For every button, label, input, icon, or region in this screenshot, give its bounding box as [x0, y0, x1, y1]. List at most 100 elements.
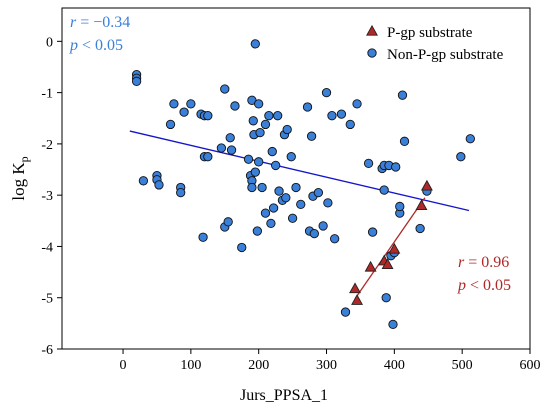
nonpgp-point [203, 152, 213, 162]
nonpgp-point [226, 145, 237, 155]
y-tick-label: -5 [41, 292, 53, 307]
nonpgp-point [154, 180, 164, 190]
nonpgp-point [267, 146, 277, 157]
x-tick-label: 500 [452, 358, 473, 373]
nonpgp-point [176, 187, 186, 198]
nonpgp-point [274, 186, 284, 196]
pgp-point [420, 179, 433, 191]
nonpgp-point [388, 319, 398, 330]
nonpgp-point [363, 158, 374, 169]
nonpgp-point [131, 76, 142, 86]
annotation-nonpgp_r: r = −0.34 [70, 14, 130, 31]
nonpgp-point [230, 101, 240, 111]
nonpgp-point [282, 124, 292, 135]
nonpgp-point [248, 116, 258, 126]
x-tick-label: 600 [520, 358, 541, 373]
nonpgp-point [273, 111, 283, 121]
legend-label-pgp: P-gp substrate [387, 25, 473, 41]
nonpgp-point [254, 99, 264, 109]
legend-marker-nonpgp [367, 48, 377, 58]
nonpgp-point [252, 226, 262, 236]
y-axis-label: log Kp [9, 156, 31, 200]
annotation-pgp_r: r = 0.96 [458, 254, 509, 271]
nonpgp-point [169, 99, 179, 109]
nonpgp-point [220, 84, 230, 94]
x-tick-label: 100 [180, 358, 201, 373]
nonpgp-point [379, 185, 389, 195]
regression-line-pgp [354, 197, 426, 300]
x-tick-label: 300 [316, 358, 337, 373]
legend-marker-pgp [366, 24, 378, 36]
pgp-point [351, 294, 364, 305]
nonpgp-point [327, 111, 337, 121]
nonpgp-point [323, 198, 333, 208]
nonpgp-point [395, 201, 405, 212]
regression-lines [129, 130, 470, 300]
nonpgp-point [313, 187, 324, 198]
y-tick-label: 0 [46, 35, 53, 50]
nonpgp-point [165, 119, 176, 130]
nonpgp-point [281, 193, 291, 203]
nonpgp-point [216, 143, 227, 153]
y-tick-label: -3 [41, 189, 53, 204]
nonpgp-point [186, 99, 196, 109]
nonpgp-point [381, 293, 391, 303]
nonpgp-point [260, 119, 271, 130]
correlation-annotations: r = −0.34 p < 0.05 r = 0.96 p < 0.05 [69, 14, 511, 294]
nonpgp-point [321, 87, 332, 98]
legend: P-gp substrate Non-P-gp substrate [366, 24, 504, 63]
nonpgp-point [296, 199, 306, 210]
x-tick-label: 400 [384, 358, 405, 373]
pgp-point [381, 258, 394, 270]
nonpgp-point [291, 182, 301, 193]
nonpgp-point [247, 182, 257, 193]
pgp-point [415, 199, 428, 211]
nonpgp-point [138, 176, 149, 186]
nonpgp-point [243, 154, 254, 164]
nonpgp-point [318, 221, 328, 231]
annotation-pgp_p: p < 0.05 [457, 277, 511, 294]
nonpgp-point [306, 131, 317, 141]
x-tick-label: 200 [248, 358, 269, 373]
nonpgp-point [340, 307, 351, 317]
nonpgp-point [336, 109, 347, 119]
y-tick-label: -1 [41, 87, 53, 102]
nonpgp-point [352, 99, 362, 109]
nonpgp-point [223, 217, 233, 227]
annotation-nonpgp_p: p < 0.05 [69, 37, 123, 54]
nonpgp-point [225, 133, 235, 143]
nonpgp-point [456, 152, 466, 162]
nonpgp-point [286, 152, 296, 162]
x-axis-label: Jurs_PPSA_1 [240, 387, 328, 404]
nonpgp-point [237, 242, 247, 253]
plot-frame [61, 7, 531, 350]
legend-label-nonpgp: Non-P-gp substrate [387, 47, 504, 63]
nonpgp-point [271, 160, 281, 171]
regression-line-nonpgp [129, 130, 470, 212]
nonpgp-point [309, 228, 319, 239]
nonpgp-point [391, 162, 401, 172]
nonpgp-point [255, 127, 265, 138]
nonpgp-point [266, 218, 276, 229]
nonpgp-point [345, 119, 355, 130]
pgp-point [388, 242, 401, 254]
pgp-point [349, 282, 361, 294]
nonpgp-point [264, 111, 274, 121]
x-tick-label: 0 [120, 358, 127, 373]
y-tick-label: -4 [41, 240, 53, 255]
nonpgp-point [287, 213, 298, 223]
nonpgp-point [254, 157, 264, 167]
nonpgp-point [302, 102, 313, 112]
y-tick-label: -6 [41, 343, 53, 358]
nonpgp-point [250, 167, 260, 177]
nonpgp-point [397, 90, 408, 100]
data-points [131, 39, 475, 330]
nonpgp-point [203, 111, 213, 121]
y-tick-label: -2 [41, 138, 53, 153]
nonpgp-point [250, 39, 260, 49]
nonpgp-point [179, 107, 189, 117]
nonpgp-point [415, 223, 425, 234]
nonpgp-point [330, 234, 340, 244]
pgp-point [364, 260, 377, 272]
